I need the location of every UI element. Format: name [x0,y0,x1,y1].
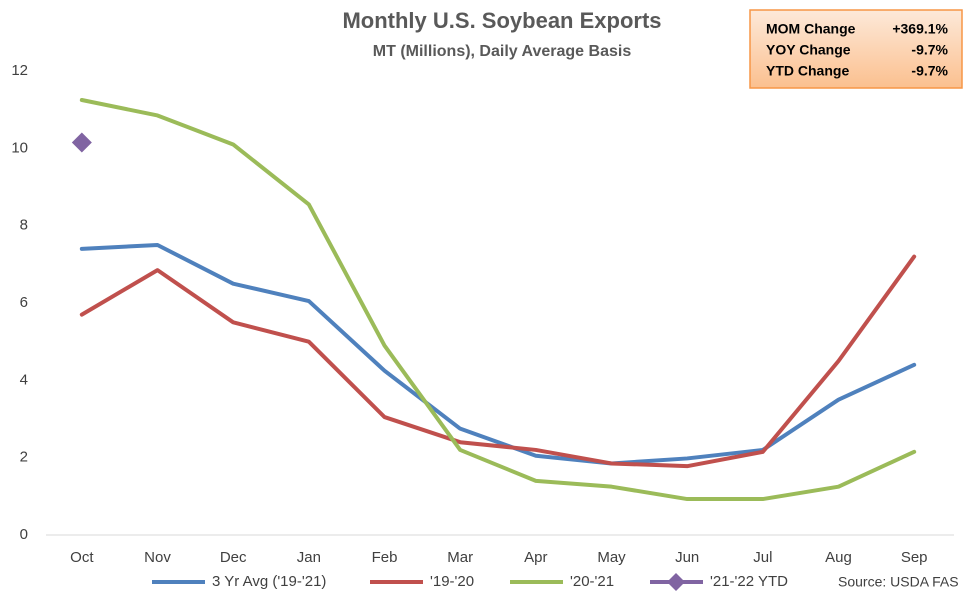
x-tick-label: Jan [297,549,321,566]
chart-subtitle: MT (Millions), Daily Average Basis [373,43,632,60]
marker [71,132,92,153]
x-tick-label: Aug [825,549,852,566]
y-tick-label: 0 [20,526,28,543]
y-tick-label: 10 [11,139,28,156]
legend-label: '19-'20 [430,573,474,590]
series-line [79,254,917,469]
legend-label: 3 Yr Avg ('19-'21) [212,573,326,590]
info-value: -9.7% [911,42,948,58]
info-value: +369.1% [892,21,948,37]
y-tick-label: 4 [20,371,28,388]
info-label: YTD Change [766,63,849,79]
series-line [79,243,917,466]
info-label: MOM Change [766,21,856,37]
info-value: -9.7% [911,63,948,79]
y-tick-label: 8 [20,217,28,234]
info-box [749,9,963,89]
y-tick-label: 12 [11,62,28,79]
x-tick-label: Mar [447,549,473,566]
legend-label: '20-'21 [570,573,614,590]
x-tick-label: Sep [901,549,928,566]
y-tick-label: 2 [20,449,28,466]
x-tick-label: Dec [220,549,247,566]
x-tick-label: Nov [144,549,171,566]
x-tick-label: Jun [675,549,699,566]
y-tick-label: 6 [20,294,28,311]
legend-marker [667,573,685,591]
x-tick-label: Apr [524,549,547,566]
x-tick-label: Feb [372,549,398,566]
legend-label: '21-'22 YTD [710,573,788,590]
x-tick-label: Jul [753,549,772,566]
x-tick-label: Oct [70,549,94,566]
x-tick-label: May [597,549,626,566]
chart-title: Monthly U.S. Soybean Exports [342,8,661,33]
source: Source: USDA FAS [838,574,959,590]
series-line [79,98,917,502]
info-label: YOY Change [766,42,851,58]
